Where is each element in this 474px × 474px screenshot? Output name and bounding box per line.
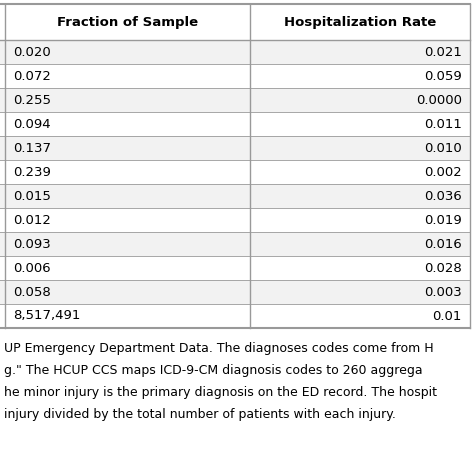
Text: 0.016: 0.016 — [424, 237, 462, 250]
Text: injury divided by the total number of patients with each injury.: injury divided by the total number of pa… — [4, 408, 396, 421]
Bar — [0, 280, 470, 304]
Text: 0.01: 0.01 — [433, 310, 462, 322]
Bar — [0, 40, 470, 64]
Text: 0.255: 0.255 — [13, 93, 51, 107]
Text: Fraction of Sample: Fraction of Sample — [57, 16, 198, 28]
Text: 0.003: 0.003 — [424, 285, 462, 299]
Text: 0.058: 0.058 — [13, 285, 51, 299]
Text: 0.011: 0.011 — [424, 118, 462, 130]
Bar — [0, 64, 470, 88]
Bar — [0, 112, 470, 136]
Text: he minor injury is the primary diagnosis on the ED record. The hospit: he minor injury is the primary diagnosis… — [4, 386, 437, 399]
Text: 0.0000: 0.0000 — [416, 93, 462, 107]
Bar — [0, 136, 470, 160]
Text: 0.137: 0.137 — [13, 142, 51, 155]
Text: Hospitalization Rate: Hospitalization Rate — [284, 16, 436, 28]
Text: 0.012: 0.012 — [13, 213, 51, 227]
Bar — [0, 304, 470, 328]
Text: 0.015: 0.015 — [13, 190, 51, 202]
Bar — [0, 88, 470, 112]
Bar — [0, 4, 470, 40]
Text: UP Emergency Department Data. The diagnoses codes come from H: UP Emergency Department Data. The diagno… — [4, 342, 434, 355]
Bar — [0, 184, 470, 208]
Text: 0.020: 0.020 — [13, 46, 51, 58]
Text: 0.019: 0.019 — [424, 213, 462, 227]
Bar — [0, 160, 470, 184]
Text: 0.010: 0.010 — [424, 142, 462, 155]
Text: 0.059: 0.059 — [424, 70, 462, 82]
Text: g." The HCUP CCS maps ICD-9-CM diagnosis codes to 260 aggrega: g." The HCUP CCS maps ICD-9-CM diagnosis… — [4, 364, 423, 377]
Bar — [0, 232, 470, 256]
Text: 0.072: 0.072 — [13, 70, 51, 82]
Text: 0.028: 0.028 — [424, 262, 462, 274]
Bar — [0, 208, 470, 232]
Text: 0.036: 0.036 — [424, 190, 462, 202]
Text: 0.002: 0.002 — [424, 165, 462, 179]
Text: 0.239: 0.239 — [13, 165, 51, 179]
Text: 0.021: 0.021 — [424, 46, 462, 58]
Bar — [0, 256, 470, 280]
Text: 8,517,491: 8,517,491 — [13, 310, 81, 322]
Text: 0.006: 0.006 — [13, 262, 51, 274]
Text: 0.093: 0.093 — [13, 237, 51, 250]
Text: 0.094: 0.094 — [13, 118, 51, 130]
